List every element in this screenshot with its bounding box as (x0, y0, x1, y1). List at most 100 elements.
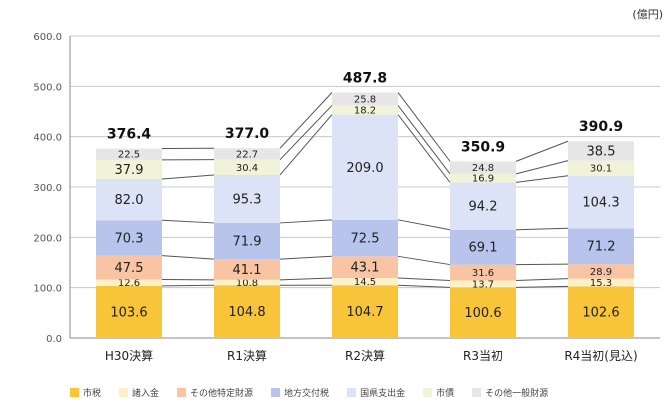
connector-line (397, 114, 451, 183)
connector-line (515, 227, 569, 231)
y-tick-label: 200.0 (33, 233, 62, 244)
connector-line (397, 219, 451, 231)
data-label: 14.5 (354, 277, 376, 288)
connector-line (279, 105, 333, 161)
data-label: 70.3 (115, 231, 144, 246)
data-label: 71.2 (587, 240, 616, 255)
stacked-bar-chart: 0.0 100.0 200.0 300.0 400.0 500.0 600.0 103.6 12… (33, 32, 660, 363)
legend: 市税 諸入金 その他特定財源 地方交付税 国県支出金 市債 その他一般財源 (70, 386, 548, 399)
total-label: 377.0 (225, 126, 270, 142)
connector-line (515, 285, 569, 288)
legend-item: 市債 (423, 386, 454, 399)
y-tick-label: 600.0 (33, 32, 62, 43)
data-label: 13.7 (472, 279, 494, 290)
connector-line (161, 219, 215, 224)
bar-segment (96, 285, 162, 338)
connector-line (279, 277, 333, 281)
data-label: 30.1 (590, 164, 612, 175)
bar-segment (214, 285, 280, 338)
total-label: 390.9 (579, 119, 623, 135)
total-label: 350.9 (461, 139, 505, 155)
data-label: 28.9 (590, 267, 612, 278)
legend-label: その他一般財源 (485, 389, 549, 399)
y-tick-label: 400.0 (33, 133, 62, 144)
data-label: 24.8 (472, 163, 494, 174)
data-label: 71.9 (233, 235, 262, 250)
data-label: 104.3 (582, 196, 619, 211)
data-label: 95.3 (233, 193, 262, 208)
bar-segment (214, 148, 280, 160)
connector-line (515, 140, 569, 162)
data-label: 100.6 (464, 306, 501, 321)
bar-segment (214, 159, 280, 175)
connector-line (279, 255, 333, 260)
bar-segment (96, 178, 162, 221)
legend-label: 諸入金 (132, 389, 160, 399)
x-tick-label: R2決算 (345, 348, 385, 363)
data-label: 22.5 (118, 150, 140, 161)
y-tick-label: 0.0 (46, 334, 62, 345)
legend-item: その他特定財源 (177, 386, 253, 399)
data-label: 104.7 (346, 305, 383, 320)
connector-line (279, 92, 333, 149)
data-label: 209.0 (346, 161, 383, 176)
bar-segment (214, 279, 280, 286)
connector-line (397, 92, 451, 162)
data-label: 103.6 (110, 305, 147, 320)
bar-segment (332, 285, 398, 338)
connector-line (515, 160, 569, 175)
connector-line (279, 114, 333, 176)
legend-label: 国県支出金 (360, 389, 406, 399)
data-label: 104.8 (228, 305, 265, 320)
legend-item: 国県支出金 (347, 386, 405, 399)
legend-item: 地方交付税 (271, 386, 329, 399)
bar-segment (214, 222, 280, 260)
data-label: 72.5 (351, 232, 380, 247)
bar-segment (568, 141, 634, 161)
data-label: 102.6 (582, 306, 619, 321)
data-label: 18.2 (354, 106, 376, 117)
data-label: 43.1 (351, 261, 380, 276)
connector-line (397, 105, 451, 175)
bar-segment (450, 264, 516, 281)
legend-item: 市税 (70, 386, 101, 399)
data-label: 30.4 (236, 163, 258, 174)
bar-segment (214, 259, 280, 280)
legend-swatch (119, 388, 129, 397)
bar-segment (96, 279, 162, 286)
legend-item: 諸入金 (119, 386, 159, 399)
legend-swatch (423, 388, 433, 397)
data-label: 82.0 (115, 193, 144, 208)
y-tick-label: 100.0 (33, 284, 62, 295)
y-tick-label: 500.0 (33, 82, 62, 93)
bar-segment (332, 278, 398, 286)
total-label: 487.8 (343, 70, 387, 86)
legend-label: その他特定財源 (190, 389, 254, 399)
legend-label: 市税 (83, 389, 102, 399)
data-label: 37.9 (115, 163, 144, 178)
connector-line (397, 255, 451, 266)
legend-swatch (271, 388, 281, 397)
x-tick-label: R1決算 (227, 348, 267, 363)
data-label: 16.9 (472, 174, 494, 185)
bar-segment (332, 105, 398, 115)
legend-swatch (70, 388, 79, 397)
data-label: 12.6 (118, 278, 140, 289)
data-label: 22.7 (236, 149, 258, 160)
data-label: 38.5 (587, 144, 616, 159)
x-tick-label: R4当初(見込) (564, 349, 637, 363)
connector-line (515, 278, 569, 281)
bar-segment (332, 256, 398, 279)
connector-line (397, 284, 451, 288)
data-label: 25.8 (354, 94, 376, 105)
data-label: 41.1 (233, 263, 262, 278)
bar-segment (568, 264, 634, 279)
bar-segment (568, 278, 634, 287)
bar-segment (450, 161, 516, 174)
legend-label: 地方交付税 (284, 389, 330, 399)
bar-segment (96, 159, 162, 179)
total-label: 376.4 (107, 127, 152, 143)
connector-line (515, 175, 569, 183)
data-label: 94.2 (469, 200, 498, 215)
x-tick-label: R3当初 (463, 349, 503, 363)
